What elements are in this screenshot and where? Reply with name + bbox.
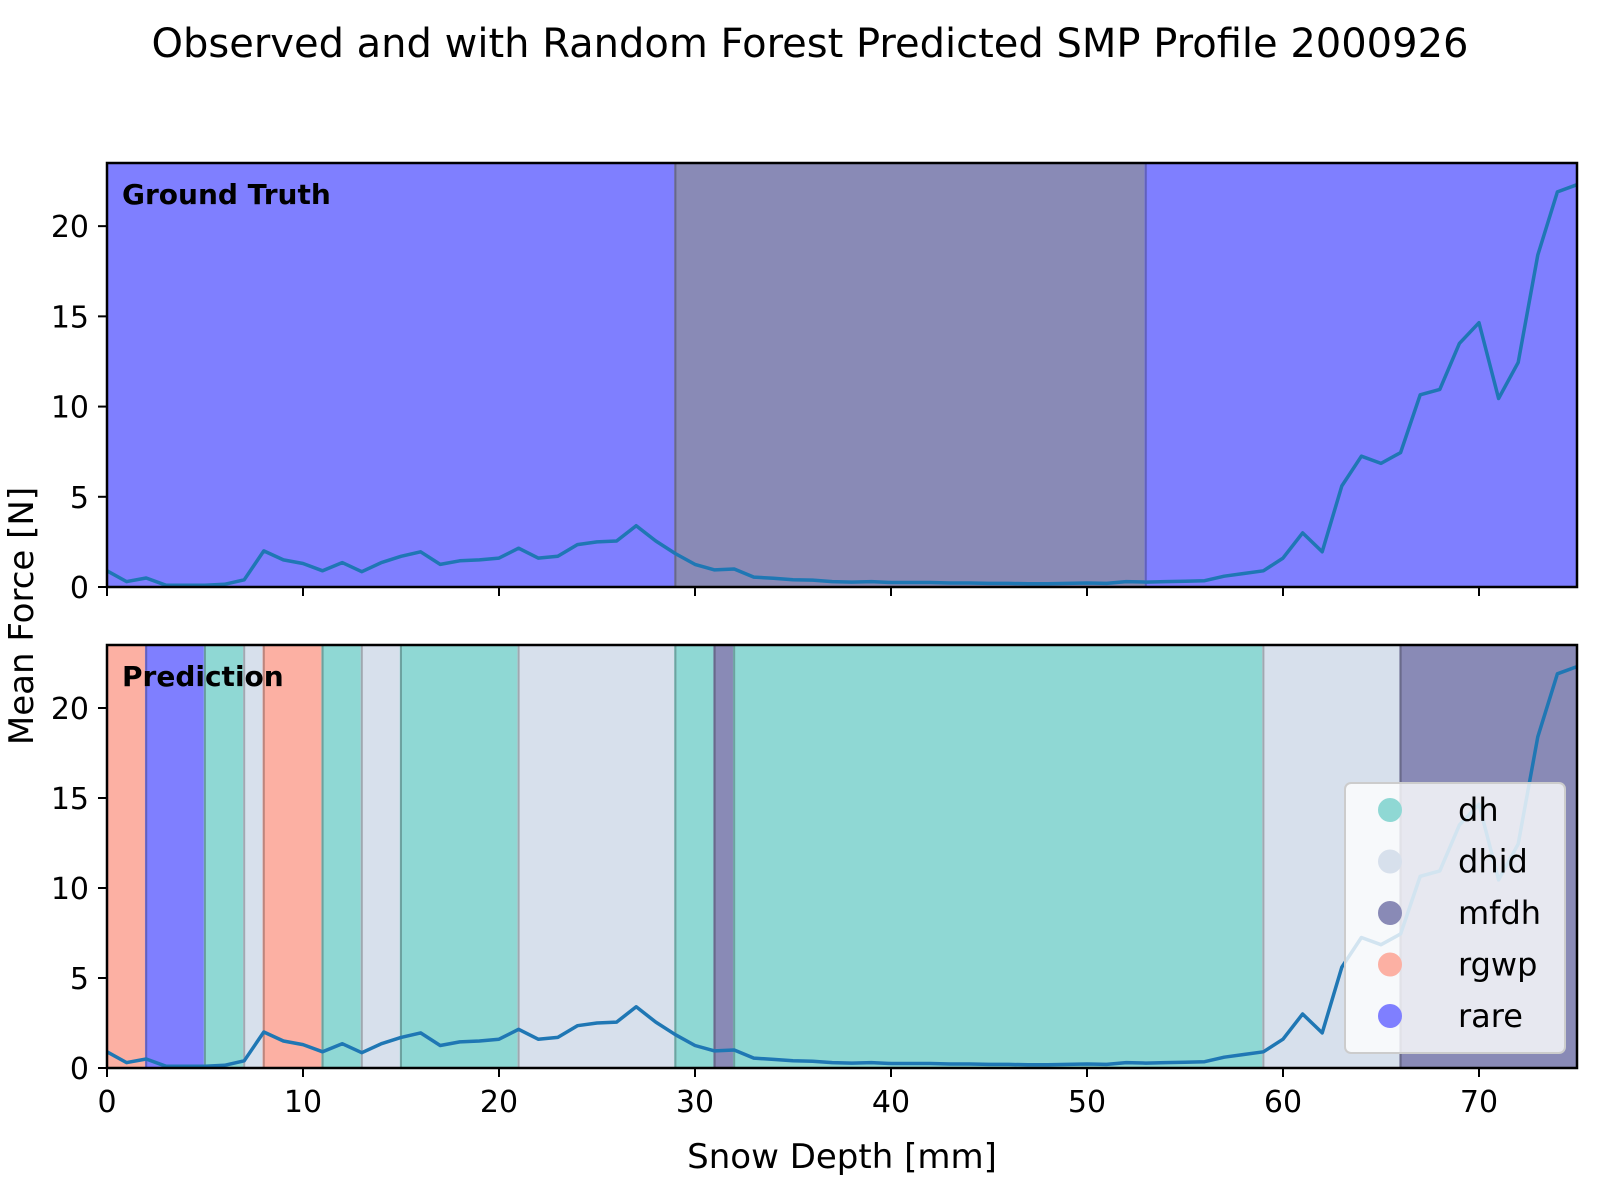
legend-box bbox=[1344, 782, 1566, 1054]
band-dh bbox=[205, 645, 245, 1068]
y-tick-label: 5 bbox=[70, 481, 89, 516]
ground-truth-bands bbox=[107, 163, 1577, 587]
legend-label-mfdh: mfdh bbox=[1458, 894, 1541, 932]
y-tick-label: 20 bbox=[51, 692, 89, 727]
prediction-force-line bbox=[106, 664, 1578, 1068]
band-rare bbox=[1145, 163, 1577, 587]
x-tick-label: 50 bbox=[1068, 1085, 1106, 1120]
legend-label-rgwp: rgwp bbox=[1458, 946, 1537, 984]
prediction-frame bbox=[105, 643, 1579, 1070]
legend-items: dh dhid mfdh rgwp rare bbox=[1378, 791, 1541, 1035]
band-rare bbox=[107, 163, 676, 587]
legend-label-dh: dh bbox=[1458, 791, 1499, 829]
prediction-label: Prediction bbox=[122, 660, 284, 693]
y-tick-label: 0 bbox=[70, 1052, 89, 1087]
x-tick-label: 20 bbox=[480, 1085, 518, 1120]
prediction-y-ticks: 0 5 10 15 20 bbox=[51, 692, 107, 1087]
ground-truth-x-ticks bbox=[106, 587, 1480, 596]
y-tick-label: 20 bbox=[51, 210, 89, 245]
legend-marker-mfdh bbox=[1378, 901, 1402, 925]
band-rgwp bbox=[107, 645, 147, 1068]
ground-truth-panel: Ground Truth 0 5 10 15 20 bbox=[51, 161, 1579, 606]
ground-truth-y-ticks: 0 5 10 15 20 bbox=[51, 210, 107, 606]
band-dh bbox=[675, 645, 715, 1068]
y-tick-label: 0 bbox=[70, 571, 89, 606]
x-axis-label: Snow Depth [mm] bbox=[687, 1137, 997, 1177]
legend-marker-dhid bbox=[1378, 849, 1402, 874]
y-axis-label: Mean Force [N] bbox=[2, 487, 42, 745]
band-mfdh bbox=[675, 163, 1146, 587]
x-tick-label: 70 bbox=[1460, 1085, 1498, 1120]
legend-label-dhid: dhid bbox=[1458, 843, 1528, 881]
ground-truth-frame bbox=[105, 161, 1579, 589]
legend-marker-rare bbox=[1378, 1004, 1402, 1028]
band-dh bbox=[322, 645, 362, 1068]
band-dh bbox=[734, 645, 1264, 1068]
ground-truth-label: Ground Truth bbox=[122, 178, 331, 211]
x-tick-label: 10 bbox=[284, 1085, 322, 1120]
ground-truth-force-line bbox=[106, 183, 1578, 587]
y-tick-label: 5 bbox=[70, 962, 89, 997]
x-tick-label: 30 bbox=[676, 1085, 714, 1120]
y-tick-label: 10 bbox=[51, 391, 89, 426]
y-tick-label: 10 bbox=[51, 872, 89, 907]
band-dhid bbox=[518, 645, 676, 1068]
band-mfdh bbox=[714, 645, 735, 1068]
band-rgwp bbox=[263, 645, 323, 1068]
x-tick-label: 60 bbox=[1264, 1085, 1302, 1120]
legend-label-rare: rare bbox=[1458, 997, 1523, 1035]
legend: dh dhid mfdh rgwp rare bbox=[1344, 782, 1566, 1054]
y-tick-label: 15 bbox=[51, 782, 89, 817]
band-dhid bbox=[244, 645, 264, 1068]
chart-title: Observed and with Random Forest Predicte… bbox=[152, 21, 1469, 67]
band-dhid bbox=[361, 645, 401, 1068]
x-tick-label: 0 bbox=[97, 1085, 116, 1120]
x-tick-label: 40 bbox=[872, 1085, 910, 1120]
legend-marker-rgwp bbox=[1378, 952, 1402, 977]
legend-marker-dh bbox=[1378, 798, 1402, 822]
y-tick-label: 15 bbox=[51, 300, 89, 335]
band-dh bbox=[401, 645, 519, 1068]
prediction-x-ticks: 0 10 20 30 40 50 60 70 bbox=[97, 1068, 1498, 1120]
band-rare bbox=[146, 645, 205, 1068]
